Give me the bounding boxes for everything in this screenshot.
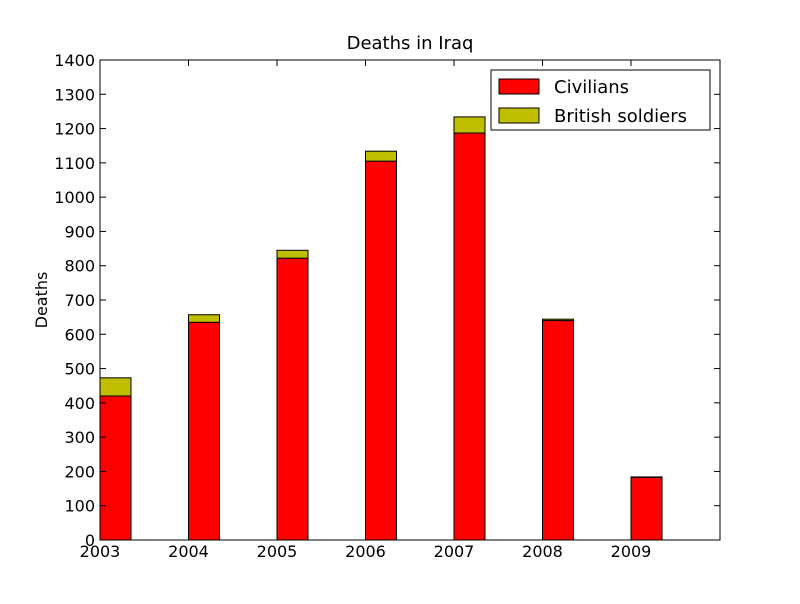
y-tick-label-300: 300 [64,428,95,447]
x-tick-label-2006: 2006 [345,542,386,561]
bar-2004-civilians [189,322,220,540]
y-tick-label-1200: 1200 [54,120,95,139]
bar-2004-british-soldiers [189,315,220,323]
x-tick-label-2005: 2005 [257,542,298,561]
bar-2005-british-soldiers [277,250,308,258]
legend-swatch-civilians [499,79,539,94]
x-tick-label-2004: 2004 [168,542,209,561]
bar-2003-british-soldiers [100,378,131,396]
y-tick-label-500: 500 [64,360,95,379]
y-axis-label: Deaths [32,272,51,329]
bar-2006-british-soldiers [366,151,397,161]
y-tick-label-1300: 1300 [54,85,95,104]
bar-2008-british-soldiers [543,319,574,320]
x-tick-label-2007: 2007 [434,542,475,561]
bar-2003-civilians [100,396,131,540]
legend-swatch-british-soldiers [499,108,539,123]
y-tick-label-400: 400 [64,394,95,413]
legend-label-civilians: Civilians [554,77,629,98]
y-tick-label-900: 900 [64,222,95,241]
x-tick-label-2009: 2009 [611,542,652,561]
bar-2005-civilians [277,258,308,540]
y-tick-label-100: 100 [64,497,95,516]
legend-label-british-soldiers: British soldiers [554,106,687,127]
chart-title: Deaths in Iraq [347,33,474,54]
bar-2008-civilians [543,321,574,540]
y-tick-label-1000: 1000 [54,188,95,207]
bar-2006-civilians [366,161,397,540]
y-tick-label-200: 200 [64,462,95,481]
bar-2007-british-soldiers [454,117,485,133]
x-tick-label-2003: 2003 [80,542,121,561]
bar-2007-civilians [454,133,485,540]
y-tick-label-700: 700 [64,291,95,310]
y-tick-label-600: 600 [64,325,95,344]
y-tick-label-800: 800 [64,257,95,276]
legend: Civilians British soldiers [491,70,710,130]
bar-2009-civilians [631,477,662,540]
y-tick-label-1400: 1400 [54,51,95,70]
x-tick-label-2008: 2008 [522,542,563,561]
y-tick-label-1100: 1100 [54,154,95,173]
